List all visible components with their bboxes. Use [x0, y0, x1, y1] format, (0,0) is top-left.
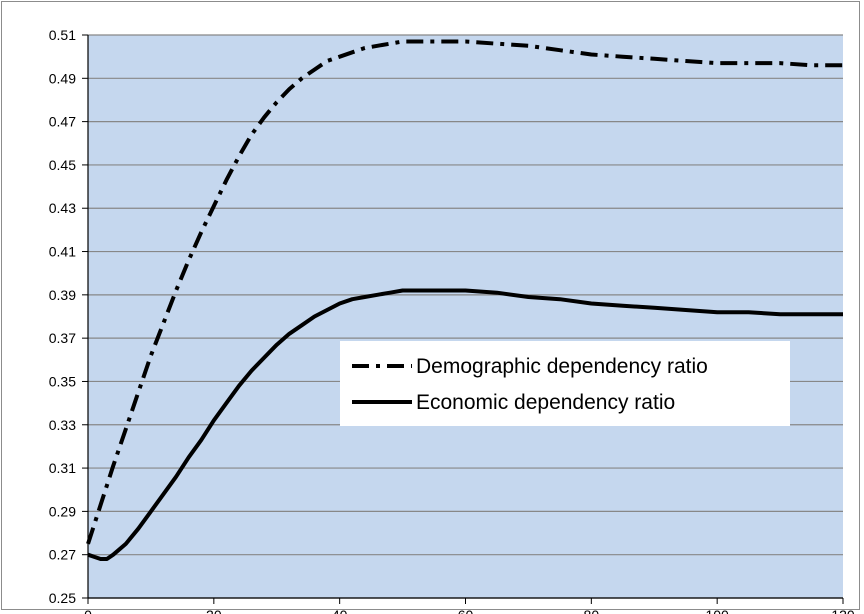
axes: 0.25 0.27 0.29 0.31 0.33 0.35 0.37 0.39 0.41 0.43… [49, 27, 855, 614]
y-tick-label: 0.29 [49, 503, 76, 519]
y-tick-label: 0.35 [49, 373, 76, 389]
y-tick-label: 0.33 [49, 417, 76, 433]
y-tick-label: 0.41 [49, 244, 76, 260]
x-tick-label: 0 [84, 607, 92, 614]
legend-label-2: Economic dependency ratio [416, 391, 675, 414]
y-tick-label: 0.47 [49, 114, 76, 130]
legend-label-1: Demographic dependency ratio [416, 355, 708, 378]
y-tick-label: 0.25 [49, 590, 76, 606]
legend: Demographic dependency ratio Economic dep… [340, 341, 790, 426]
y-tick-label: 0.37 [49, 330, 76, 346]
x-tick-label: 120 [831, 607, 855, 614]
y-tick-label: 0.39 [49, 287, 76, 303]
x-tick-label: 20 [206, 607, 222, 614]
series-layer [86, 39, 843, 561]
x-tick-label: 40 [332, 607, 348, 614]
y-tick-label: 0.51 [49, 27, 76, 43]
y-tick-label: 0.45 [49, 157, 76, 173]
legend-box [340, 341, 790, 426]
x-tick-label: 60 [458, 607, 474, 614]
series-line-1 [86, 39, 843, 545]
x-tick-label: 100 [705, 607, 729, 614]
plot-area [88, 35, 843, 598]
y-tick-label: 0.43 [49, 200, 76, 216]
y-tick-label: 0.49 [49, 70, 76, 86]
x-tick-label: 80 [584, 607, 600, 614]
y-tick-label: 0.31 [49, 460, 76, 476]
series-line-2 [87, 288, 843, 561]
y-tick-label: 0.27 [49, 547, 76, 563]
